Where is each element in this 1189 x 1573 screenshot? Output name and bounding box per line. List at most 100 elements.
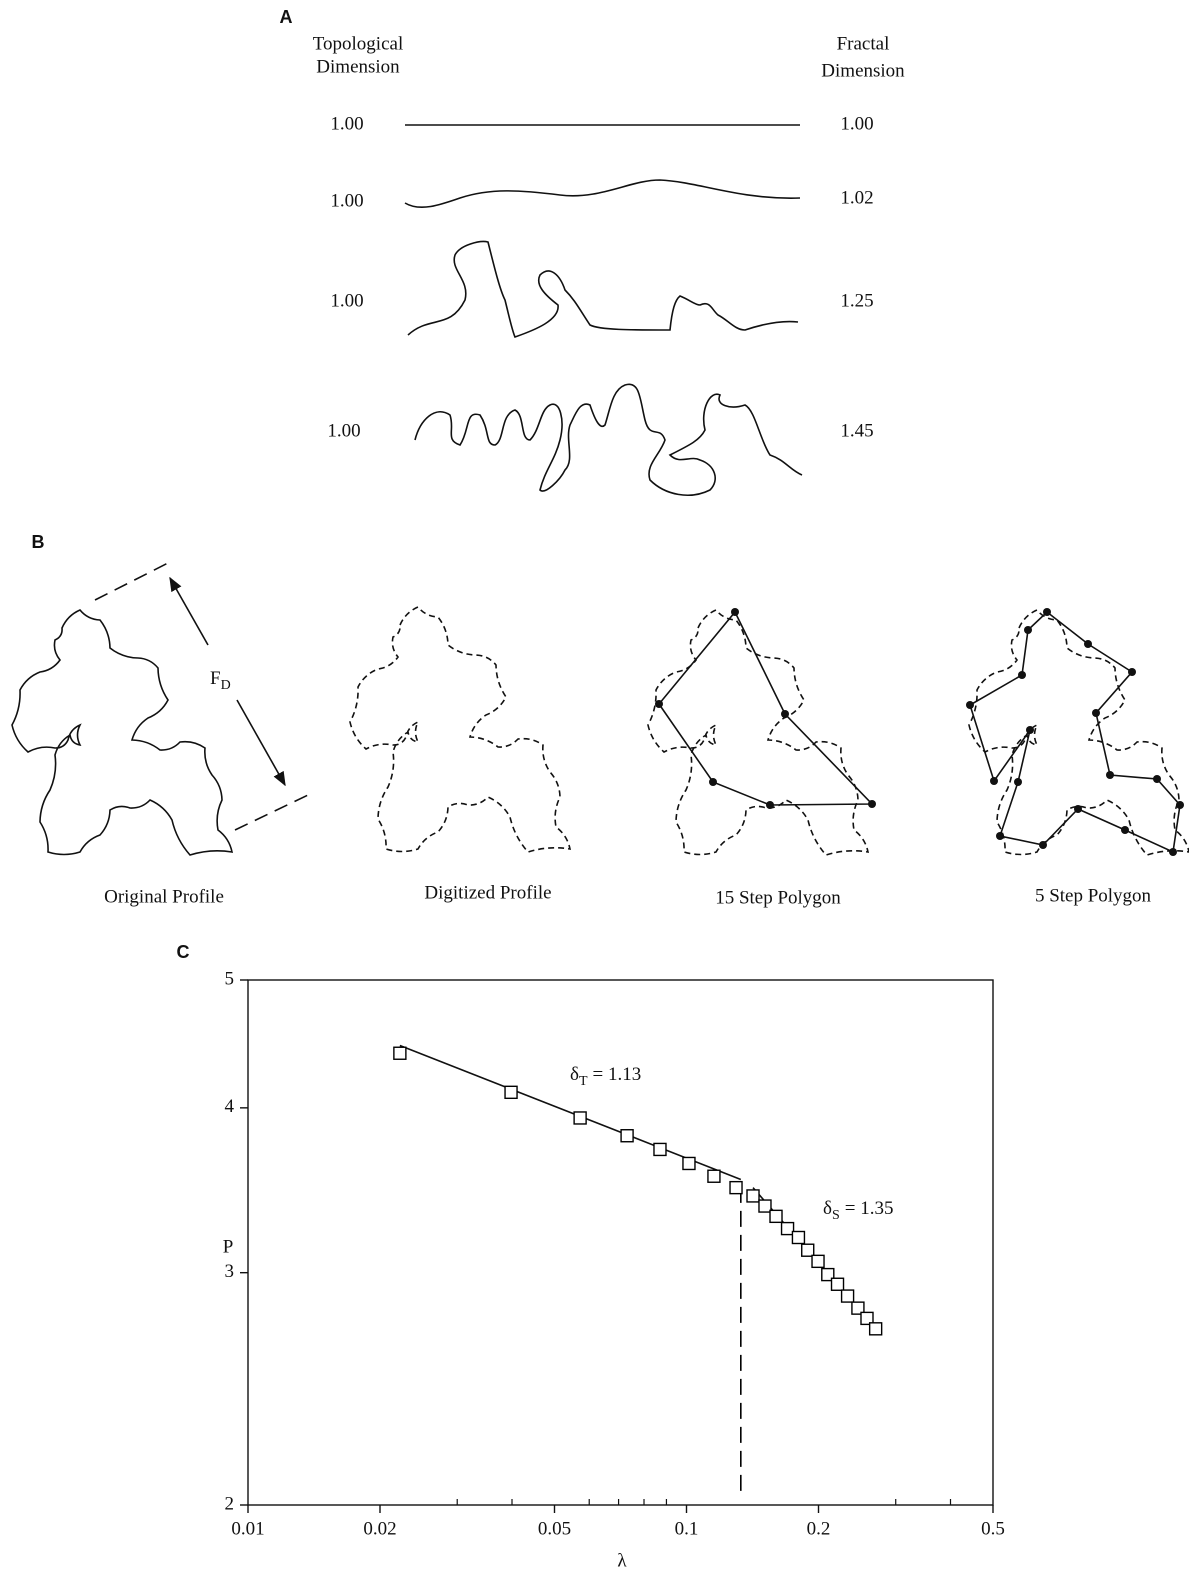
x-axis-label: λ <box>617 1550 627 1571</box>
data-point <box>393 1046 407 1060</box>
data-point <box>746 1189 760 1203</box>
step-vertex <box>1074 805 1082 813</box>
data-point <box>801 1243 815 1257</box>
arrow <box>169 576 209 646</box>
data-point <box>620 1129 634 1143</box>
value: 1.25 <box>840 290 873 311</box>
data-point <box>860 1311 874 1326</box>
data-point <box>811 1254 825 1269</box>
data-point <box>780 1221 795 1236</box>
data-point <box>729 1180 743 1195</box>
step-vertex <box>766 801 774 809</box>
step-vertex <box>1176 801 1184 809</box>
step-vertex <box>655 700 663 708</box>
value: 1.00 <box>330 190 363 211</box>
label-sub: D <box>221 678 231 693</box>
data-point <box>851 1301 865 1315</box>
step-vertex <box>1018 671 1026 679</box>
data-point <box>758 1199 772 1213</box>
profiles <box>11 606 1189 856</box>
step-vertex <box>1169 848 1177 856</box>
step-vertex <box>1043 608 1051 616</box>
y-tick-label: 5 <box>225 968 235 989</box>
step-vertex <box>996 832 1004 840</box>
step-vertex <box>966 701 974 709</box>
caption: Digitized Profile <box>424 882 551 903</box>
data-point <box>769 1209 783 1224</box>
step-vertex <box>1014 778 1022 786</box>
annotation-text: = 1.35 <box>845 1198 894 1219</box>
step-vertex <box>990 777 998 785</box>
value: 1.00 <box>327 420 360 441</box>
step-vertex <box>1026 726 1034 734</box>
digitized-profile <box>647 609 870 856</box>
step-vertex <box>1039 841 1047 849</box>
curve <box>414 383 803 496</box>
caption: 5 Step Polygon <box>1035 885 1152 906</box>
step-vertex <box>868 800 876 808</box>
data-point <box>653 1142 667 1157</box>
data-point <box>821 1267 835 1282</box>
value: 1.00 <box>330 113 363 134</box>
data-point <box>707 1169 721 1183</box>
header: Fractal <box>837 33 890 54</box>
digitized-profile <box>968 609 1189 856</box>
y-tick-label: 2 <box>225 1493 235 1514</box>
data-point <box>573 1111 587 1125</box>
arrow-label: FD <box>210 668 231 693</box>
panel-label: B <box>32 532 45 552</box>
step-vertex <box>1121 826 1129 834</box>
y-tick-label: 3 <box>225 1261 235 1282</box>
data-point <box>682 1156 696 1171</box>
annotation-sub: S <box>832 1208 840 1223</box>
x-tick-label: 0.05 <box>538 1518 571 1539</box>
curve <box>407 240 799 339</box>
caption: 15 Step Polygon <box>715 887 841 908</box>
data-point <box>840 1289 855 1303</box>
header: Dimension <box>316 56 400 77</box>
step-vertex <box>1106 771 1114 779</box>
step-vertex <box>1153 775 1161 783</box>
step-vertex <box>1024 626 1032 634</box>
step-vertex <box>1084 640 1092 648</box>
x-tick-label: 0.2 <box>807 1518 831 1539</box>
caption: Original Profile <box>104 886 224 907</box>
data-point <box>830 1277 845 1291</box>
y-tick-label: 4 <box>225 1096 235 1117</box>
data-point <box>504 1085 518 1100</box>
data-point <box>868 1322 883 1336</box>
panel-label: C <box>177 942 190 962</box>
x-tick-label: 0.5 <box>981 1518 1005 1539</box>
step-polygon <box>969 610 1181 854</box>
value: 1.45 <box>840 420 873 441</box>
value: 1.00 <box>330 290 363 311</box>
x-tick-label: 0.1 <box>675 1518 699 1539</box>
value: 1.02 <box>840 187 873 208</box>
step-vertex <box>1128 668 1136 676</box>
panel-label: A <box>280 7 293 27</box>
plot-frame <box>247 979 994 1506</box>
digitized-profile <box>349 606 572 853</box>
label: F <box>210 668 221 689</box>
annotation-symbol: δ <box>570 1064 579 1085</box>
step-vertex <box>781 710 789 718</box>
annotation-sub: T <box>579 1074 588 1089</box>
annotation-text: = 1.13 <box>593 1064 642 1085</box>
annotation: δS = 1.35 <box>823 1198 893 1223</box>
dimension-line <box>94 561 309 831</box>
y-axis-label: P <box>223 1236 234 1257</box>
x-tick-label: 0.02 <box>363 1518 396 1539</box>
step-vertex <box>731 608 739 616</box>
data-point <box>791 1230 806 1245</box>
original-profile <box>11 609 234 856</box>
step-vertex <box>1092 709 1100 717</box>
x-tick-label: 0.01 <box>231 1518 264 1539</box>
header: Topological <box>313 33 403 54</box>
value: 1.00 <box>840 113 873 134</box>
annotation: δT = 1.13 <box>570 1064 641 1089</box>
arrow <box>236 699 286 787</box>
step-vertex <box>709 778 717 786</box>
curve <box>404 179 801 209</box>
header: Dimension <box>821 60 905 81</box>
